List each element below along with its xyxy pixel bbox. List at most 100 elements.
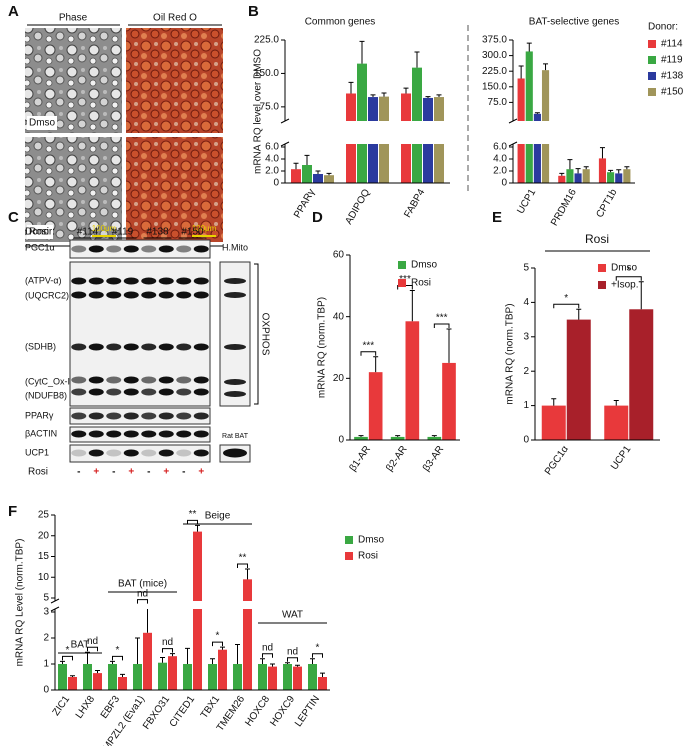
bar	[368, 372, 383, 440]
bar	[243, 579, 252, 690]
bar	[427, 436, 442, 440]
blot-band	[158, 388, 174, 396]
legend-label: +Isop.	[611, 280, 639, 291]
error-bar	[210, 658, 215, 664]
blot-band	[141, 449, 157, 457]
y-tick-label: 4.0	[493, 154, 507, 165]
bar	[313, 174, 323, 183]
bar	[623, 169, 631, 183]
blot-band	[141, 388, 157, 396]
blot-band	[224, 379, 246, 385]
blot-band	[193, 449, 209, 457]
blot-band	[106, 449, 122, 457]
y-tick-label: 5	[43, 593, 49, 604]
bar	[615, 173, 623, 183]
blot-band	[88, 245, 104, 253]
chart-title: Rosi	[585, 232, 609, 246]
bar	[183, 664, 192, 690]
donor: #114	[77, 227, 99, 238]
bar	[318, 677, 327, 690]
blot-row-label: (UQCRC2)	[25, 290, 69, 300]
blot-band	[193, 245, 209, 253]
bar	[354, 436, 368, 440]
y-tick-label: 25	[38, 510, 50, 521]
bar	[525, 51, 533, 183]
y-tick-label: 20	[38, 530, 50, 541]
blot-band	[224, 344, 246, 350]
label-box	[27, 116, 57, 130]
blot-band	[223, 448, 247, 458]
scale-label: 100μm	[192, 224, 217, 233]
blot-band	[71, 388, 87, 396]
x-tick-label: FABP4	[402, 187, 427, 220]
legend-label: Dmso	[411, 260, 438, 271]
error-bar	[220, 646, 225, 650]
break-mark	[508, 118, 518, 124]
error-bar	[616, 169, 622, 174]
significance-bracket	[360, 351, 377, 356]
blot-band	[193, 412, 209, 420]
blot-band	[88, 412, 104, 420]
y-axis-label: mRNA RQ (norm.TBP)	[317, 297, 328, 398]
significance-bracket	[62, 655, 73, 661]
y-axis-label: mRNA RQ (norm.TBP)	[505, 303, 516, 404]
blot-row-label: (NDUFB8)	[25, 390, 67, 400]
donor: #138	[146, 227, 169, 238]
legend-swatch	[648, 72, 656, 80]
bracket	[254, 263, 259, 405]
group-label: BAT	[71, 640, 90, 651]
x-tick-label: TBX1	[199, 694, 223, 721]
scale-label: 100μm	[92, 224, 117, 233]
y-tick-label: 3	[43, 607, 49, 618]
blot-band	[158, 412, 174, 420]
x-tick-label: LEPTIN	[293, 694, 322, 729]
y-tick-label: 4	[523, 297, 529, 308]
row-label: Rosi	[29, 227, 49, 238]
micrograph	[25, 28, 122, 133]
blot-row-label: PPARγ	[25, 410, 54, 420]
error-bar	[185, 647, 190, 664]
blot-band	[106, 245, 122, 253]
bar	[566, 319, 591, 440]
error-bar	[135, 637, 140, 664]
chart-title: BAT-selective genes	[529, 17, 619, 28]
blot-band	[106, 277, 122, 285]
blot-band	[193, 376, 209, 384]
panel-a: Phase Oil Red O Dmso Rosi 100μm 100μm 32…	[25, 13, 223, 262]
error-bar	[359, 40, 365, 64]
blot-band	[158, 245, 174, 253]
blot-band	[193, 291, 209, 299]
bar	[133, 664, 142, 690]
treatment-sign: -	[112, 467, 115, 478]
bar	[442, 362, 456, 440]
blot-band	[193, 343, 209, 351]
blot	[69, 261, 211, 407]
error-bar	[599, 147, 605, 159]
micrograph	[126, 137, 223, 242]
bar	[582, 169, 590, 183]
x-tick-label: β3-AR	[421, 444, 446, 474]
y-tick-label: 0	[501, 178, 507, 189]
y-tick-label: 300.0	[482, 50, 507, 61]
treatment-sign: +	[163, 467, 169, 478]
error-bar	[414, 51, 420, 68]
blot-band	[71, 376, 87, 384]
y-tick-label: 60	[333, 250, 345, 261]
legend-swatch	[345, 552, 353, 560]
error-bar	[559, 172, 565, 176]
treatment-sign: +	[198, 467, 204, 478]
axis-break	[503, 121, 635, 144]
label-box	[27, 225, 53, 239]
y-tick-label: 6.0	[265, 142, 279, 153]
side-bottom-label: Rat BAT	[222, 433, 249, 440]
y-axis-label: mRNA RQ Level (norm.TBP)	[15, 539, 26, 667]
legend-swatch	[345, 536, 353, 544]
break-mark	[508, 141, 518, 147]
y-tick-label: 0	[43, 685, 49, 696]
legend-title: Donor:	[648, 22, 678, 33]
blot-band	[224, 391, 246, 397]
bar	[143, 632, 152, 690]
bar	[68, 677, 77, 690]
treatment-sign: -	[182, 467, 185, 478]
